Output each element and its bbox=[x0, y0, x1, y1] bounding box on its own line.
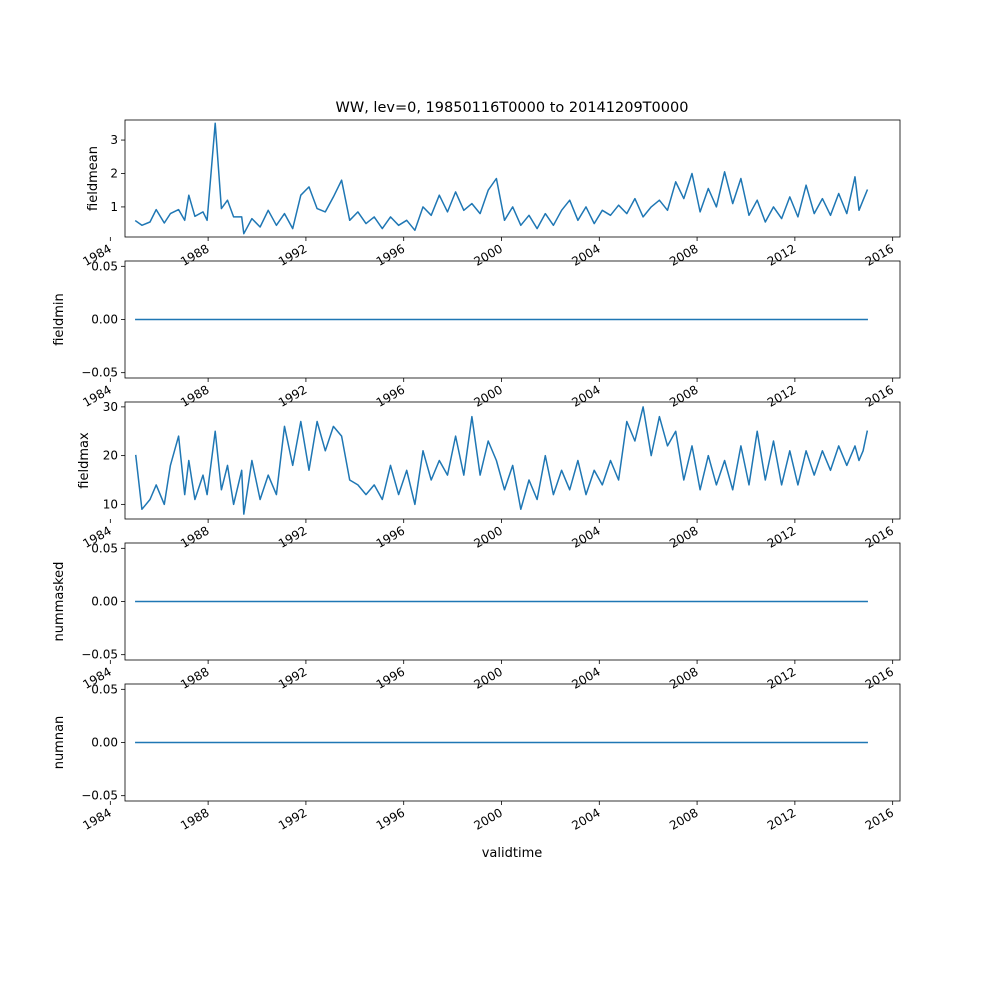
x-axis-label: validtime bbox=[482, 846, 543, 861]
y-tick-label: 20 bbox=[103, 449, 118, 463]
series-line-fieldmean bbox=[134, 122, 869, 235]
y-axis-label: fieldmin bbox=[52, 293, 67, 346]
y-tick-label: 2 bbox=[110, 166, 118, 180]
y-tick-label: −0.05 bbox=[81, 648, 118, 662]
y-tick-label: 0.00 bbox=[91, 595, 118, 609]
y-tick-label: 0.05 bbox=[91, 541, 118, 555]
chart-title: WW, lev=0, 19850116T0000 to 20141209T000… bbox=[336, 100, 689, 116]
y-tick-label: 10 bbox=[103, 497, 118, 511]
y-tick-label: 1 bbox=[110, 200, 118, 214]
y-tick-label: 30 bbox=[103, 400, 118, 414]
y-tick-label: −0.05 bbox=[81, 789, 118, 803]
y-tick-label: 0.05 bbox=[91, 259, 118, 273]
y-axis-label: nummasked bbox=[52, 562, 67, 642]
y-tick-label: 0.00 bbox=[91, 313, 118, 327]
axes-frame bbox=[124, 401, 901, 520]
y-tick-label: 0.00 bbox=[91, 736, 118, 750]
series-line-fieldmax bbox=[134, 406, 869, 515]
y-axis-label: fieldmean bbox=[86, 146, 101, 211]
y-tick-label: 3 bbox=[110, 133, 118, 147]
y-tick-label: 0.05 bbox=[91, 682, 118, 696]
y-axis-label: numnan bbox=[52, 716, 67, 770]
y-axis-label: fieldmax bbox=[77, 432, 92, 489]
y-tick-label: −0.05 bbox=[81, 366, 118, 380]
axes-frame bbox=[124, 119, 901, 238]
